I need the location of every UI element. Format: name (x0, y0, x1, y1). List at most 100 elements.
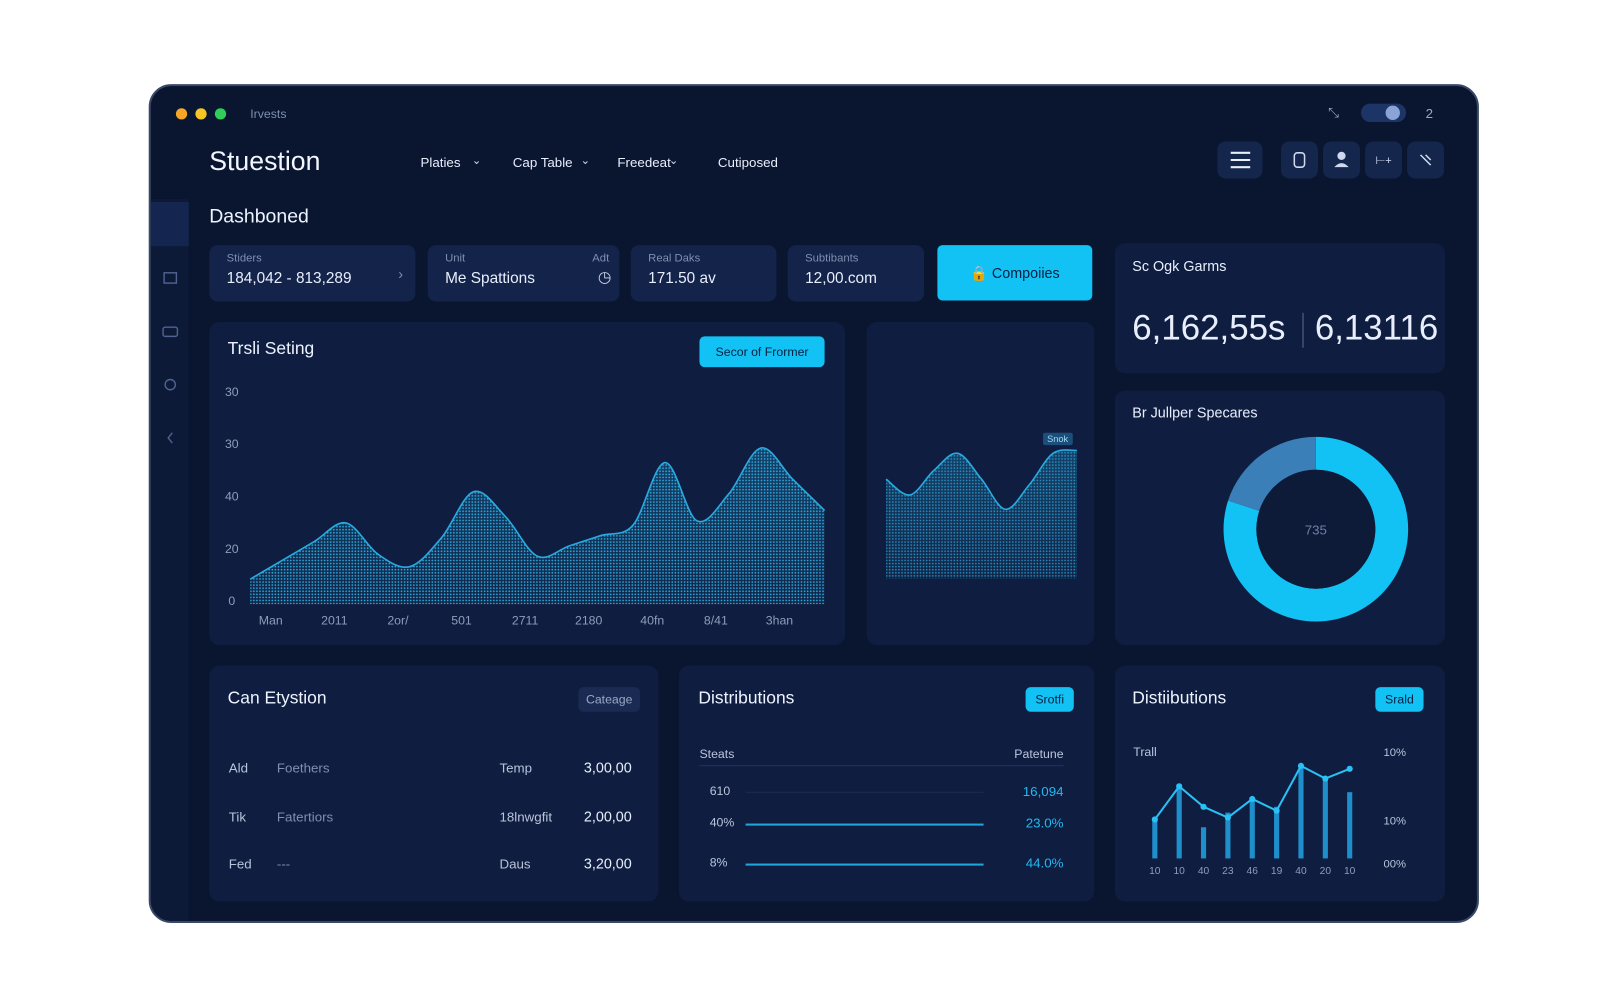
stat-value: 12,00.com (805, 269, 877, 288)
stat-card: Stiders 184,042 - 813,289 › (209, 245, 416, 302)
icon-button[interactable] (1407, 141, 1445, 179)
donut-center: 735 (1305, 522, 1327, 537)
panel-title: Can Etystion (227, 688, 327, 708)
row-line (745, 791, 984, 793)
panel-title: Distiibutions (1132, 688, 1227, 708)
column-header: Patetune (1014, 746, 1064, 761)
nav-item[interactable]: Freedeat (617, 154, 671, 171)
nav-item[interactable]: Cap Table (512, 154, 573, 171)
table-cell: Daus (499, 856, 531, 872)
icon-button[interactable] (1280, 141, 1318, 179)
y-tick-label: 0 (228, 594, 235, 608)
line-point (1297, 762, 1305, 769)
panel-button[interactable]: Cateage (578, 687, 640, 712)
bar (1200, 827, 1207, 859)
stat-label: Stiders (226, 252, 262, 265)
y-tick-label: 40 (225, 489, 239, 503)
area (886, 449, 1077, 579)
sidebar (150, 198, 189, 921)
right-label: 10% (1384, 747, 1407, 759)
summary-value: 6,162,55s (1132, 308, 1286, 348)
toggle[interactable] (1360, 103, 1407, 123)
bar (1249, 797, 1255, 859)
x-tick-label: 10 (1149, 866, 1161, 877)
action-label: Compoiies (991, 264, 1060, 282)
table-cell: 3,00,00 (583, 758, 632, 776)
distribution-panel: Distributions Srotfi Steats Patetune 610… (678, 665, 1095, 902)
panel-button[interactable]: Secor of Frormer (699, 336, 825, 368)
summary-title: Sc Ogk Garms (1132, 257, 1227, 274)
sidebar-active[interactable] (150, 202, 189, 247)
icon-button[interactable]: ⊢+ (1365, 141, 1402, 179)
panel-button[interactable]: Srotfi (1025, 687, 1074, 712)
column-header: Steats (699, 746, 735, 761)
summary-panel: Sc Ogk Garms 6,162,55s 6,13116 (1114, 243, 1446, 374)
nav-caret: ⌄ (580, 154, 590, 168)
x-tick-label: 20 (1320, 866, 1332, 877)
bar (1347, 792, 1353, 859)
resize-icon[interactable]: ⤡ (1328, 104, 1339, 120)
bar (1322, 776, 1328, 859)
table-cell: 18lnwgfit (499, 809, 553, 825)
nav-item[interactable]: Cutiposed (717, 154, 778, 171)
line-point (1224, 814, 1231, 821)
x-tick-label: 2180 (575, 614, 603, 628)
y-tick-label: 30 (225, 437, 239, 451)
x-tick-label: 40fn (640, 614, 664, 628)
donut-segment (1223, 436, 1409, 622)
row-label: 610 (709, 783, 731, 798)
x-tick-label: Man (259, 614, 283, 628)
x-tick-label: 2711 (512, 614, 539, 628)
line-point (1322, 775, 1329, 782)
panel-button[interactable]: Srald (1375, 687, 1424, 712)
bar (1176, 786, 1182, 859)
donut-chart: 735 (1223, 436, 1409, 622)
line-point (1176, 783, 1183, 790)
x-tick-label: 2or/ (387, 614, 409, 628)
stat-value: 171.50 av (648, 269, 716, 288)
stat-value: Me Spattions (445, 269, 535, 288)
bar (1152, 817, 1158, 859)
action-button[interactable]: 🔒 Compoiies (937, 245, 1093, 301)
menu-button[interactable] (1217, 141, 1263, 179)
x-tick-label: 46 (1247, 866, 1259, 877)
divider (699, 765, 1064, 767)
nav-caret: ⌄ (471, 154, 482, 168)
summary-value: 6,13116 (1314, 308, 1439, 348)
bars-chart: Trall 10 10 40 23 46 19 40 20 10 10% 10% 00% (1133, 745, 1407, 877)
donut-hole (1256, 469, 1376, 589)
app-name: Irvests (250, 106, 287, 122)
trend-chart: 30 30 40 20 0 Man 2011 2or/501 2711 2180 40fn 8/41 3… (225, 385, 826, 628)
x-tick-label: 10 (1344, 866, 1356, 877)
line-point (1151, 816, 1158, 823)
line-point (1249, 795, 1256, 803)
window-controls (175, 108, 227, 120)
area (250, 447, 825, 605)
table-cell: 3,20,00 (583, 855, 632, 872)
stat-value: 184,042 - 813,289 (226, 269, 352, 288)
stat-card: Real Daks 171.50 av (630, 245, 777, 302)
table-cell: Fed (228, 856, 252, 872)
table-cell: Temp (499, 759, 533, 776)
table-cell: Fatertiors (276, 809, 334, 825)
x-tick-label: 40 (1198, 866, 1210, 877)
brand: Stuestion (209, 145, 321, 177)
y-tick-label: 20 (225, 542, 239, 556)
mini-chart (885, 449, 1077, 579)
nav-item[interactable]: Platies (420, 154, 461, 171)
stat-label: Real Daks (648, 252, 701, 265)
line-point (1346, 765, 1353, 772)
area-line (885, 449, 1077, 511)
x-tick-label: 40 (1295, 866, 1307, 877)
x-tick-label: 23 (1222, 866, 1234, 877)
user-button[interactable] (1323, 141, 1360, 179)
nav-caret: ⌄ (668, 154, 679, 168)
panel-title: Distributions (698, 688, 795, 708)
donut-segment (1228, 436, 1316, 511)
table-cell: Tik (228, 809, 246, 825)
svg-text:⊢+: ⊢+ (1375, 155, 1392, 167)
stat-label: Subtibants (805, 252, 859, 265)
mini-panel: Snok (866, 322, 1095, 646)
clock-icon: ◷ (597, 268, 612, 287)
